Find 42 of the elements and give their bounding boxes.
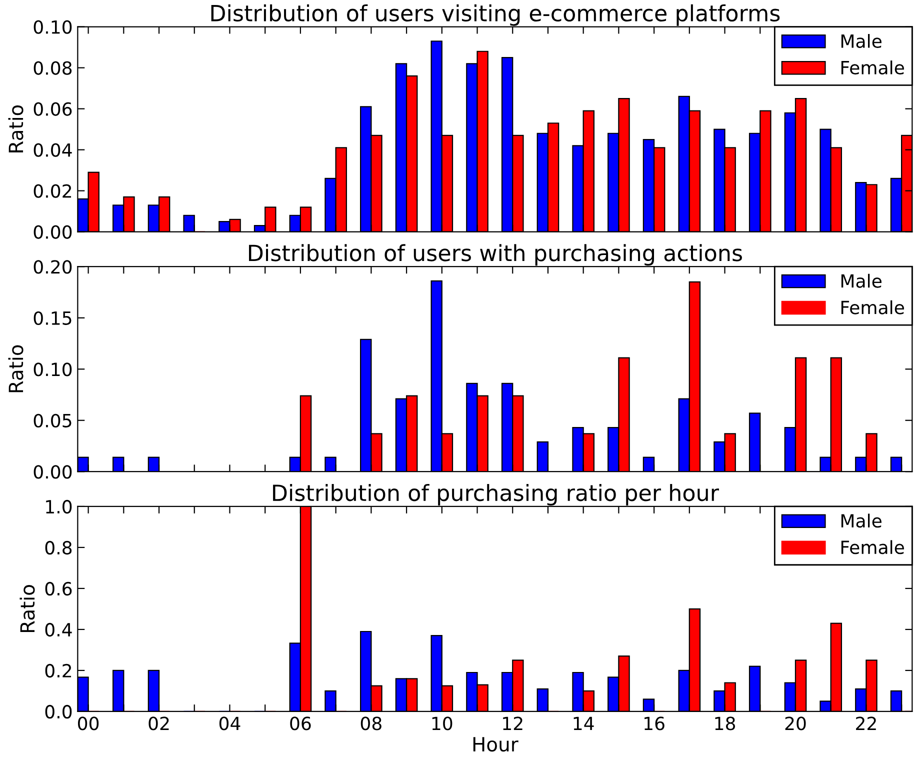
x-tick-label: 10 (432, 716, 452, 730)
y-axis-title: Ratio (8, 345, 24, 392)
x-tick-label: 12 (503, 716, 522, 730)
chart-title: Distribution of purchasing ratio per hour (273, 484, 719, 506)
y-tick-label: 0.10 (34, 362, 72, 376)
legend-label: Male (841, 274, 882, 288)
y-tick-label: 0.10 (34, 20, 72, 34)
x-tick-label: 14 (574, 716, 594, 730)
y-axis-title: Ratio (8, 105, 24, 152)
y-tick-label: 0.15 (34, 311, 72, 325)
y-tick-label: 0.08 (34, 61, 72, 75)
x-tick-label: 18 (715, 716, 736, 730)
x-tick-label: 20 (785, 716, 806, 730)
y-tick-label: 0.6 (45, 582, 72, 596)
x-tick-label: 16 (644, 716, 664, 730)
y-tick-label: 0.00 (34, 465, 72, 479)
y-tick-label: 0.20 (34, 260, 72, 274)
legend-label: Male (841, 34, 882, 48)
legend-label: Female (841, 300, 904, 314)
x-tick-label: 02 (148, 716, 169, 730)
legend-label: Female (841, 60, 904, 74)
x-tick-label: 22 (856, 716, 876, 730)
y-tick-label: 0.05 (34, 414, 72, 428)
y-tick-label: 0.0 (45, 704, 72, 719)
x-tick-label: 00 (78, 716, 99, 730)
chart-title: Distribution of users visiting e-commerce platforms (211, 4, 780, 26)
chart-title: Distribution of users with purchasing actions (249, 244, 742, 266)
y-tick-label: 0.2 (45, 664, 72, 678)
y-axis-title: Ratio (20, 585, 35, 632)
x-tick-label: 06 (290, 716, 311, 730)
y-tick-label: 1.0 (46, 500, 72, 514)
y-tick-label: 0.06 (34, 102, 72, 116)
x-tick-label: 08 (360, 716, 382, 730)
y-tick-label: 0.8 (45, 540, 72, 555)
legend-label: Male (841, 514, 882, 528)
legend-label: Female (841, 540, 904, 554)
y-tick-label: 0.02 (34, 184, 72, 198)
y-tick-label: 0.4 (45, 622, 72, 637)
x-tick-label: 04 (219, 716, 240, 730)
y-tick-label: 0.00 (34, 225, 72, 239)
y-tick-label: 0.04 (34, 143, 72, 157)
x-axis-title: Hour (473, 737, 518, 752)
